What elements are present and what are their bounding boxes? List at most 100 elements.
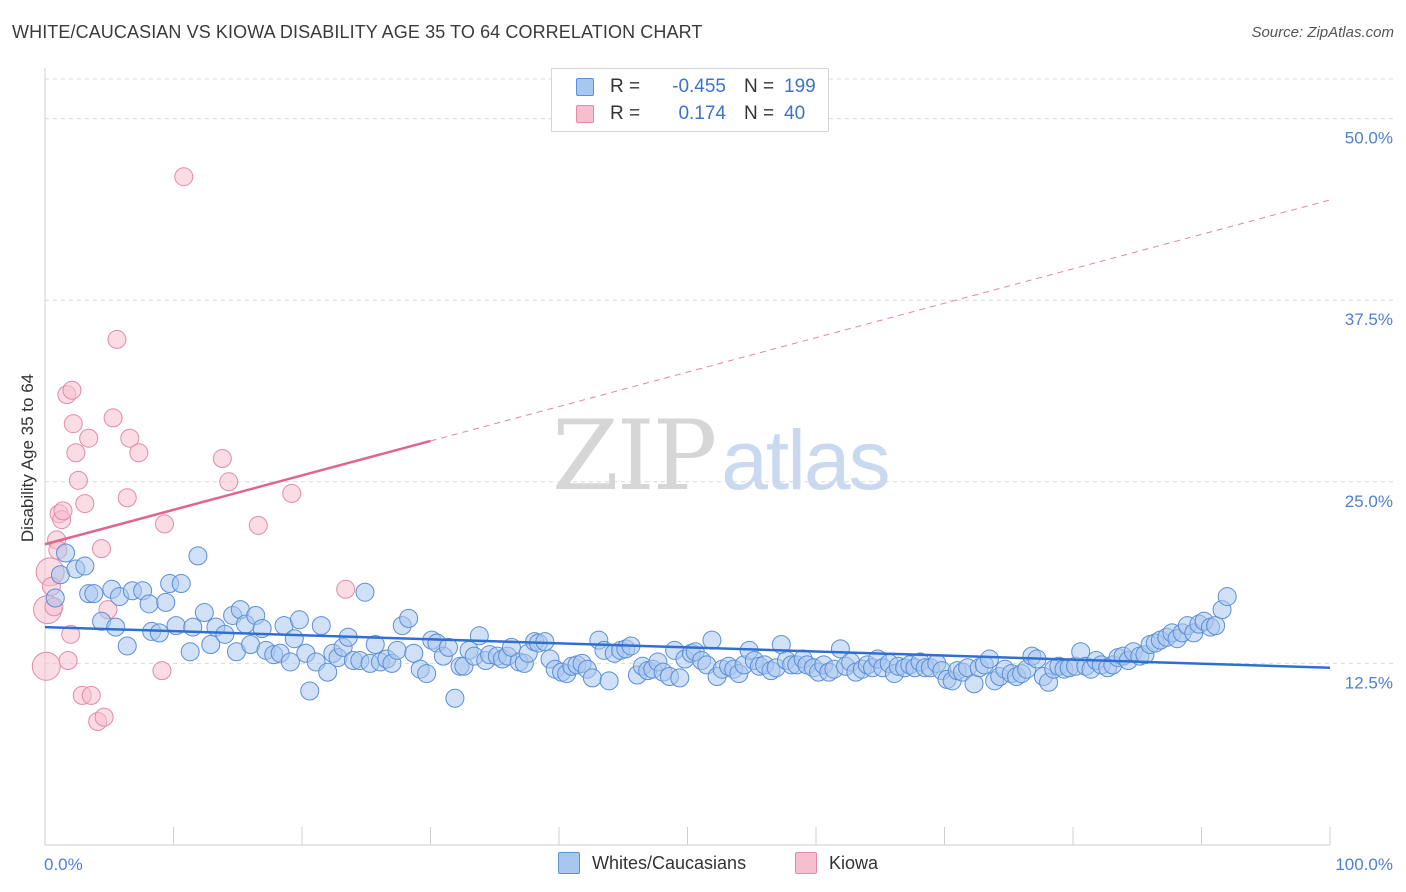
kiowa-point [68, 470, 88, 490]
white-point [582, 668, 602, 688]
white-point [404, 643, 424, 663]
white-point [365, 635, 385, 655]
bottom-legend-label-kiowa: Kiowa [829, 852, 879, 873]
kiowa-point [212, 449, 232, 469]
white-point [171, 573, 191, 593]
legend-n-value: 40 [784, 103, 806, 124]
legend-r-value: -0.455 [672, 76, 726, 97]
kiowa-point [62, 380, 82, 400]
white-point [75, 556, 95, 576]
bottom-legend-kiowa: Kiowa [795, 852, 878, 874]
kiowa-point [129, 443, 149, 463]
white-point [417, 664, 437, 684]
trend-lines [44, 199, 1331, 670]
white-point [56, 543, 76, 563]
bottom-legend-label-whites: Whites/Caucasians [592, 852, 747, 873]
white-point [188, 546, 208, 566]
kiowa-point [58, 650, 78, 670]
kiowa-point [53, 501, 73, 521]
axes [44, 68, 1331, 846]
chart-title: WHITE/CAUCASIAN VS KIOWA DISABILITY AGE … [12, 22, 703, 42]
y-tick-label: 25.0% [1345, 492, 1393, 511]
kiowa-point [282, 483, 302, 503]
white-point [289, 610, 309, 630]
legend-r-value: 0.174 [678, 103, 726, 124]
legend-swatch-blue [576, 78, 594, 96]
white-point [311, 616, 331, 636]
white-point [702, 630, 722, 650]
white-point [355, 582, 375, 602]
kiowa-point [92, 539, 112, 559]
white-point [149, 623, 169, 643]
white-point [387, 640, 407, 660]
kiowa-point [94, 707, 114, 727]
watermark: ZIPatlas [552, 400, 891, 512]
white-point [318, 662, 338, 682]
legend-n-label: N = [744, 103, 775, 124]
white-point [156, 592, 176, 612]
kiowa-point [61, 624, 81, 644]
x-tick-label-end: 100.0% [1335, 855, 1393, 874]
white-point [117, 636, 137, 656]
kiowa-trend-extension [430, 199, 1331, 442]
white-point [599, 671, 619, 691]
y-axis-label: Disability Age 35 to 64 [18, 374, 37, 542]
kiowa-point [63, 414, 83, 434]
legend-r-label: R = [610, 103, 641, 124]
kiowa-point [79, 428, 99, 448]
kiowa-point [117, 488, 137, 508]
source-label: Source: ZipAtlas.com [1251, 24, 1394, 41]
watermark-atlas: atlas [721, 413, 890, 507]
y-tick-label: 50.0% [1345, 129, 1393, 148]
bottom-legend-swatch-pink [795, 852, 817, 874]
white-trend-line [44, 625, 1331, 670]
white-point [1206, 616, 1226, 636]
white-point [45, 588, 65, 608]
white-point [964, 674, 984, 694]
legend-row-whites: R = -0.455 N = 199 [576, 75, 816, 99]
kiowa-point [248, 515, 268, 535]
kiowa-point [174, 167, 194, 187]
legend-swatch-pink [576, 105, 594, 123]
white-point [201, 635, 221, 655]
legend-n-value: 199 [784, 76, 816, 97]
kiowa-point [66, 443, 86, 463]
bottom-legend-whites: Whites/Caucasians [558, 852, 746, 874]
white-point [84, 584, 104, 604]
legend-r-label: R = [610, 76, 641, 97]
kiowa-point [336, 579, 356, 599]
white-point [215, 624, 235, 644]
white-point [1217, 587, 1237, 607]
white-point [670, 668, 690, 688]
legend-row-kiowa: R = 0.174 N = 40 [576, 102, 805, 126]
grid [45, 78, 1395, 664]
kiowa-point [107, 329, 127, 349]
watermark-zip: ZIP [552, 400, 717, 512]
legend-n-label: N = [744, 76, 775, 97]
kiowa-point [103, 408, 123, 428]
white-point [183, 617, 203, 637]
white-points [45, 543, 1237, 708]
y-tick-label: 12.5% [1345, 673, 1393, 692]
white-point [445, 688, 465, 708]
white-point [438, 637, 458, 657]
kiowa-trend-line [44, 439, 431, 546]
kiowa-point [75, 494, 95, 514]
white-point [399, 608, 419, 628]
white-point [180, 642, 200, 662]
white-point [979, 649, 999, 669]
white-point [194, 603, 214, 623]
kiowa-point [120, 428, 140, 448]
white-point [106, 617, 126, 637]
white-point [139, 594, 159, 614]
kiowa-point [155, 514, 175, 534]
kiowa-point [152, 661, 172, 681]
kiowa-point [31, 651, 61, 681]
legend-box: R = -0.455 N = 199 R = 0.174 N = 40 [551, 68, 829, 132]
y-tick-label: 37.5% [1345, 310, 1393, 329]
x-tick-label-start: 0.0% [44, 855, 83, 874]
kiowa-point [81, 685, 101, 705]
white-point [300, 681, 320, 701]
kiowa-point [219, 472, 239, 492]
